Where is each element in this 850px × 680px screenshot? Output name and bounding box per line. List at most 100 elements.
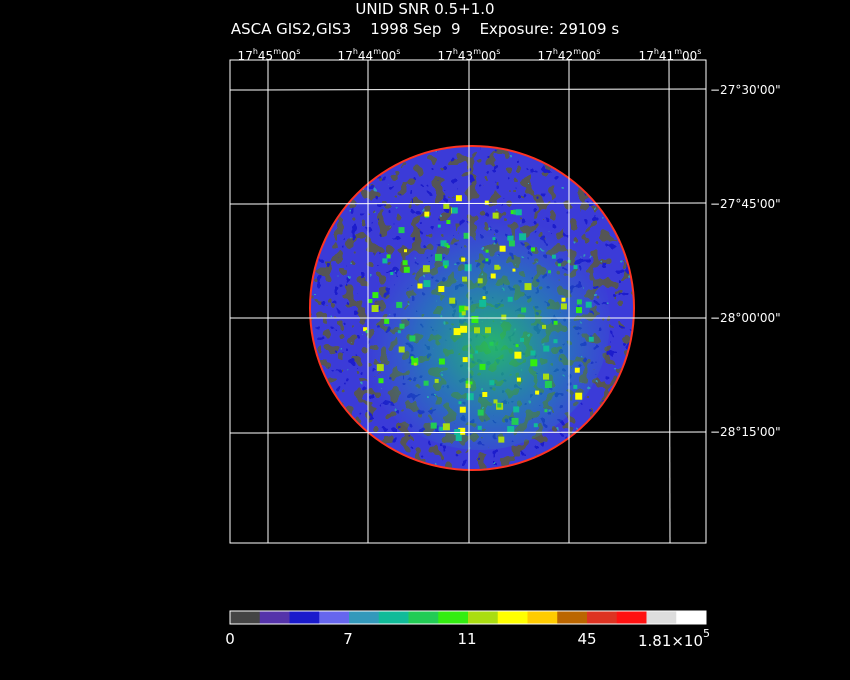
bright-pixel — [576, 307, 582, 314]
bright-pixel — [501, 314, 507, 320]
bright-pixel — [494, 264, 500, 270]
bright-pixel — [543, 373, 549, 380]
bright-pixel — [485, 249, 489, 253]
colorbar-swatch — [349, 611, 380, 624]
bright-pixel — [492, 212, 499, 219]
bright-pixel — [551, 254, 556, 259]
colorbar-label: 7 — [343, 630, 353, 648]
bright-pixel — [507, 426, 515, 434]
bright-pixel — [508, 240, 515, 247]
bright-pixel — [417, 283, 423, 289]
bright-pixel — [542, 324, 546, 329]
bright-pixel — [533, 423, 538, 428]
bright-pixel — [463, 232, 470, 239]
bright-pixel — [479, 299, 487, 307]
bright-pixel — [484, 200, 489, 205]
bright-pixel — [507, 296, 513, 302]
colorbar-swatch — [289, 611, 320, 624]
bright-pixel — [363, 327, 368, 332]
bright-pixel — [440, 240, 447, 247]
bright-pixel — [390, 272, 394, 275]
bright-pixel — [446, 220, 451, 224]
bright-pixel — [399, 323, 405, 329]
colorbar-swatch — [676, 611, 707, 624]
bright-pixel — [560, 303, 567, 310]
bright-pixel — [460, 325, 468, 333]
bright-pixel — [499, 245, 506, 252]
bright-pixel — [458, 401, 462, 405]
bright-pixel — [422, 265, 430, 273]
bright-pixel — [490, 273, 496, 279]
bright-pixel — [424, 211, 430, 217]
bright-pixel — [477, 409, 484, 416]
bright-pixel — [464, 264, 472, 272]
colorbar-swatch — [378, 611, 409, 624]
bright-pixel — [455, 435, 462, 441]
colorbar-swatch — [587, 611, 618, 624]
bright-pixel — [397, 330, 401, 334]
bright-pixel — [442, 423, 450, 431]
bright-pixel — [553, 339, 558, 344]
bright-pixel — [372, 292, 379, 299]
bright-pixel — [524, 283, 532, 291]
bright-pixel — [574, 367, 580, 373]
bright-pixel — [477, 278, 483, 284]
bright-pixel — [444, 265, 448, 269]
dec-tick-label: −28°00'00" — [710, 311, 781, 325]
bright-pixel — [512, 268, 516, 272]
bright-pixel — [516, 377, 521, 382]
bright-pixel — [585, 301, 592, 308]
bright-pixel — [413, 362, 417, 366]
bright-pixel — [462, 357, 468, 363]
bright-pixel — [403, 266, 410, 273]
bright-pixel — [446, 245, 450, 249]
bright-pixel — [511, 417, 519, 425]
dec-tick-label: −27°30'00" — [710, 83, 781, 97]
bright-pixel — [451, 207, 458, 214]
coordinate-grid — [229, 59, 707, 544]
bright-pixel — [462, 276, 468, 282]
bright-pixel — [485, 258, 489, 262]
bright-pixel — [493, 399, 498, 404]
bright-pixel — [519, 233, 527, 241]
bright-pixel — [409, 335, 416, 342]
bright-pixel — [530, 359, 538, 367]
bright-pixel — [454, 429, 461, 435]
bright-pixel — [531, 247, 535, 252]
bright-pixel — [520, 337, 524, 342]
bright-pixel — [497, 266, 501, 270]
bright-pixel — [508, 235, 514, 241]
bright-pixel — [437, 224, 441, 228]
bright-pixel — [449, 297, 456, 304]
bright-pixel — [371, 305, 379, 312]
bright-pixel — [489, 341, 494, 346]
dec-tick-label: −27°45'00" — [710, 197, 781, 211]
bright-pixel — [544, 409, 548, 413]
bright-spots — [363, 195, 594, 443]
bright-pixel — [368, 299, 373, 303]
colorbar-swatch — [497, 611, 528, 624]
bright-pixel — [435, 253, 442, 261]
bright-pixel — [479, 363, 486, 370]
bright-pixel — [438, 286, 445, 292]
colorbar-swatch — [408, 611, 439, 624]
bright-pixel — [396, 301, 403, 308]
bright-pixel — [530, 350, 536, 356]
bright-pixel — [465, 380, 469, 384]
bright-pixel — [535, 390, 540, 395]
bright-pixel — [386, 254, 391, 259]
bright-pixel — [513, 406, 520, 413]
bright-pixel — [469, 381, 473, 385]
colorbar-border — [229, 610, 707, 625]
bright-pixel — [515, 344, 519, 348]
colorbar-label-max: 1.81×105 — [637, 627, 711, 650]
bright-pixel — [561, 297, 566, 302]
bright-pixel — [588, 336, 594, 342]
colorbar-swatch — [646, 611, 677, 624]
colorbar-label: 45 — [577, 630, 597, 648]
bright-pixel — [474, 327, 480, 334]
bright-pixel — [410, 356, 414, 360]
bright-pixel — [382, 258, 388, 264]
bright-pixel — [553, 320, 558, 325]
